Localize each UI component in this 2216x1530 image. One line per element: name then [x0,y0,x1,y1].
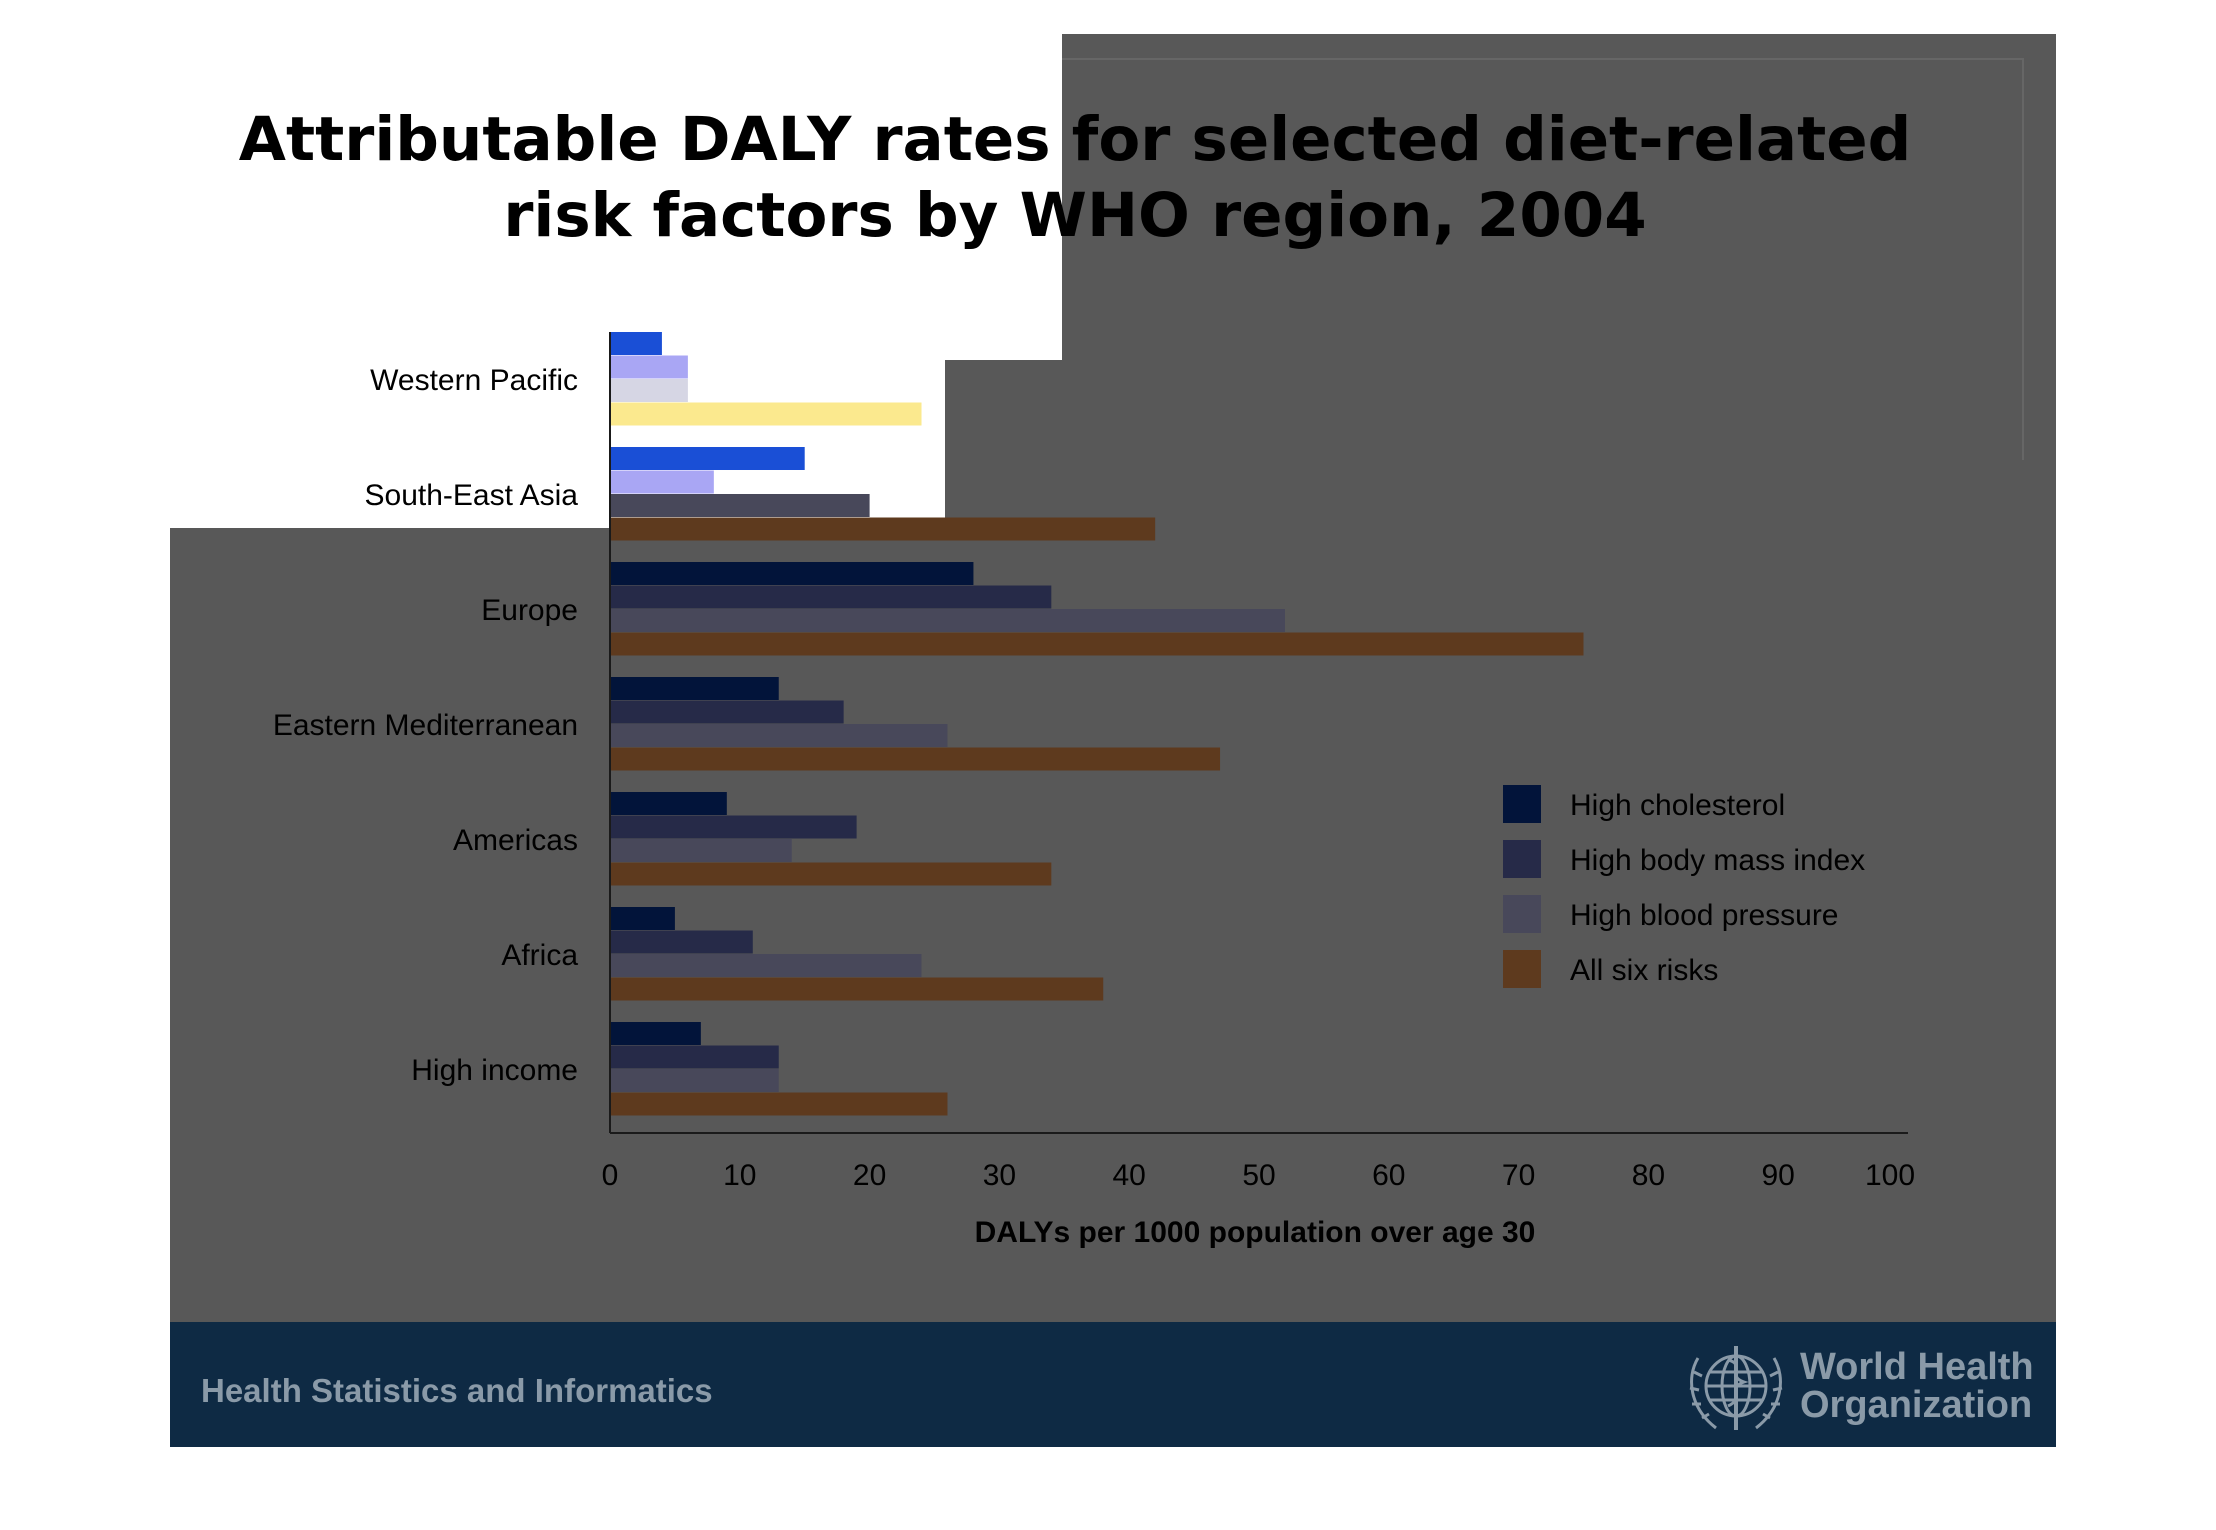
x-tick-label: 40 [1113,1159,1146,1192]
category-label: South-East Asia [365,479,579,512]
bar-high-income-high-cholesterol [610,1022,701,1045]
organization-name-line-2: Organization [1800,1384,2033,1426]
legend-swatch [1503,895,1541,933]
x-axis-ticks: 0 10 20 30 40 50 60 70 80 90 100 [602,1159,1915,1192]
bar-western-pacific-all-six-risks [610,402,922,426]
organization-name-line-1: World Health [1800,1346,2034,1388]
x-tick-label: 60 [1372,1159,1405,1192]
slide-title-line-2: risk factors by WHO region, 2004 [503,180,1647,251]
bar-americas-high-cholesterol [610,792,727,815]
bar-south-east-asia-all-six-risks [610,517,1156,541]
bar-africa-high-body-mass-index [610,930,753,954]
legend-swatch [1503,785,1541,823]
x-tick-label: 100 [1865,1159,1915,1192]
legend-label: High cholesterol [1570,789,1785,822]
bar-western-pacific-high-cholesterol [610,332,662,355]
footer-department: Health Statistics and Informatics [201,1372,713,1409]
bar-eastern-mediterranean-high-cholesterol [610,677,779,700]
bar-africa-high-blood-pressure [610,954,922,977]
bar-high-income-high-body-mass-index [610,1045,779,1069]
x-tick-label: 10 [723,1159,756,1192]
category-labels: Western Pacific South-East Asia Europe East… [273,364,578,1087]
bar-eastern-mediterranean-high-blood-pressure [610,724,948,747]
bar-europe-high-blood-pressure [610,609,1285,632]
bar-americas-all-six-risks [610,862,1052,886]
chart-bars [610,332,1584,1116]
slide-title: Attributable DALY rates for selected die… [200,102,1950,254]
x-tick-label: 70 [1502,1159,1535,1192]
category-label: Americas [453,824,578,857]
bar-south-east-asia-high-blood-pressure [610,494,870,517]
bar-europe-high-body-mass-index [610,585,1052,609]
x-tick-label: 80 [1632,1159,1665,1192]
x-tick-label: 90 [1762,1159,1795,1192]
who-emblem [1676,1338,1796,1438]
organization-name: World Health Organization [1800,1348,2034,1424]
bar-eastern-mediterranean-all-six-risks [610,747,1221,771]
bar-africa-all-six-risks [610,977,1104,1001]
bar-south-east-asia-high-body-mass-index [610,470,714,494]
category-label: Western Pacific [370,364,578,397]
bar-europe-all-six-risks [610,632,1584,656]
bar-africa-high-cholesterol [610,907,675,930]
slide-title-line-1: Attributable DALY rates for selected die… [238,104,1912,175]
bar-europe-high-cholesterol [610,562,974,585]
bar-western-pacific-high-body-mass-index [610,355,688,379]
legend-swatch [1503,950,1541,988]
bar-western-pacific-high-blood-pressure [610,379,688,402]
category-label: Africa [501,939,578,972]
bar-americas-high-blood-pressure [610,839,792,862]
x-tick-label: 0 [602,1159,619,1192]
legend-label: High blood pressure [1570,899,1839,932]
bar-south-east-asia-high-cholesterol [610,447,805,470]
x-tick-label: 20 [853,1159,886,1192]
bar-americas-high-body-mass-index [610,815,857,839]
legend-label: All six risks [1570,954,1718,987]
legend-swatch [1503,840,1541,878]
chart-legend: High cholesterol High body mass index High… [1503,785,1865,988]
bar-high-income-high-blood-pressure [610,1069,779,1092]
x-tick-label: 50 [1242,1159,1275,1192]
x-tick-label: 30 [983,1159,1016,1192]
slide-inner-frame [1062,58,2024,460]
bar-high-income-all-six-risks [610,1092,948,1116]
category-label: Eastern Mediterranean [273,709,578,742]
legend-label: High body mass index [1570,844,1865,877]
x-axis-label: DALYs per 1000 population over age 30 [975,1216,1536,1249]
category-label: Europe [481,594,578,627]
page-peel-area-lower [170,34,945,528]
category-label: High income [411,1054,578,1087]
who-emblem-icon [1689,1346,1783,1430]
bar-eastern-mediterranean-high-body-mass-index [610,700,844,724]
